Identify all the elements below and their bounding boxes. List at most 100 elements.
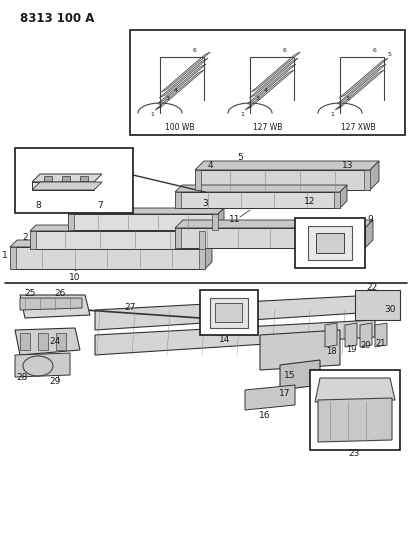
Polygon shape	[10, 247, 205, 269]
Text: 12: 12	[304, 198, 316, 206]
Text: 8: 8	[35, 200, 41, 209]
Polygon shape	[20, 295, 90, 318]
Polygon shape	[10, 240, 212, 247]
Polygon shape	[159, 58, 208, 98]
Polygon shape	[280, 360, 320, 390]
Text: 23: 23	[348, 448, 360, 457]
Text: 4: 4	[174, 88, 178, 93]
Text: 127 XWB: 127 XWB	[341, 123, 375, 132]
Text: 127 WB: 127 WB	[253, 123, 283, 132]
Text: 13: 13	[342, 160, 354, 169]
Bar	[68, 214, 74, 230]
Text: 8313 100 A: 8313 100 A	[20, 12, 94, 25]
Text: 100 WB: 100 WB	[165, 123, 195, 132]
Bar	[199, 247, 205, 269]
Text: 6: 6	[283, 47, 287, 52]
Polygon shape	[20, 298, 82, 310]
Polygon shape	[68, 214, 218, 230]
Bar	[44, 176, 52, 181]
Polygon shape	[162, 52, 210, 92]
Bar	[175, 192, 181, 208]
Text: 1: 1	[150, 112, 154, 117]
Text: 18: 18	[326, 348, 336, 357]
Bar	[130, 30, 405, 135]
Polygon shape	[195, 170, 370, 190]
Text: 28: 28	[16, 374, 28, 383]
Text: 7: 7	[97, 200, 103, 209]
Polygon shape	[249, 58, 298, 98]
Polygon shape	[337, 64, 386, 104]
Text: 2: 2	[248, 104, 252, 109]
Polygon shape	[32, 182, 94, 190]
Bar	[210, 298, 248, 328]
Polygon shape	[260, 330, 340, 370]
Bar	[175, 228, 181, 248]
Text: 1: 1	[2, 251, 8, 260]
Text: 10: 10	[69, 273, 81, 282]
Polygon shape	[375, 323, 387, 347]
Polygon shape	[56, 333, 66, 350]
Polygon shape	[247, 64, 296, 104]
Polygon shape	[155, 70, 204, 110]
Polygon shape	[340, 185, 347, 208]
Polygon shape	[15, 353, 70, 377]
Polygon shape	[245, 385, 295, 410]
Polygon shape	[175, 228, 365, 248]
Bar	[308, 226, 352, 260]
Polygon shape	[32, 174, 102, 182]
Text: 26: 26	[54, 289, 66, 298]
Text: 6: 6	[373, 47, 377, 52]
Text: 24: 24	[49, 337, 61, 346]
Text: 2: 2	[158, 104, 162, 109]
Polygon shape	[318, 398, 392, 442]
Text: 2: 2	[22, 232, 28, 241]
Polygon shape	[175, 192, 340, 208]
Polygon shape	[215, 303, 242, 322]
Bar	[212, 214, 218, 230]
Text: 27: 27	[124, 303, 136, 312]
Text: 3: 3	[256, 96, 260, 101]
Polygon shape	[251, 52, 300, 92]
Polygon shape	[157, 64, 206, 104]
Bar	[30, 231, 36, 249]
Polygon shape	[205, 240, 212, 269]
Text: 3: 3	[202, 199, 208, 208]
Polygon shape	[205, 225, 211, 249]
Bar	[10, 247, 16, 269]
Polygon shape	[335, 70, 384, 110]
Polygon shape	[95, 295, 375, 330]
Polygon shape	[32, 182, 102, 190]
Text: 6: 6	[339, 244, 345, 253]
Bar	[195, 170, 201, 190]
Bar	[200, 290, 258, 335]
Polygon shape	[15, 328, 80, 355]
Bar	[15, 148, 133, 213]
Text: 22: 22	[366, 284, 378, 293]
Polygon shape	[315, 378, 395, 402]
Text: 3: 3	[346, 96, 350, 101]
Polygon shape	[175, 220, 373, 228]
Text: 1: 1	[330, 112, 334, 117]
Polygon shape	[175, 185, 347, 192]
Polygon shape	[365, 220, 373, 248]
Polygon shape	[325, 323, 337, 347]
Text: 5: 5	[388, 52, 392, 58]
Polygon shape	[30, 231, 205, 249]
Bar	[359, 228, 365, 248]
Polygon shape	[370, 161, 379, 190]
Text: 16: 16	[259, 410, 271, 419]
Polygon shape	[30, 225, 211, 231]
Polygon shape	[195, 161, 379, 170]
Text: 17: 17	[279, 389, 291, 398]
Bar	[295, 218, 365, 268]
Text: 6: 6	[193, 47, 197, 52]
Bar	[364, 170, 370, 190]
Text: 21: 21	[376, 338, 386, 348]
Bar	[199, 231, 205, 249]
Polygon shape	[95, 320, 375, 355]
Text: 11: 11	[229, 215, 241, 224]
Polygon shape	[218, 208, 224, 230]
Polygon shape	[38, 333, 48, 350]
Text: 9: 9	[367, 215, 373, 224]
Text: 1: 1	[240, 112, 244, 117]
